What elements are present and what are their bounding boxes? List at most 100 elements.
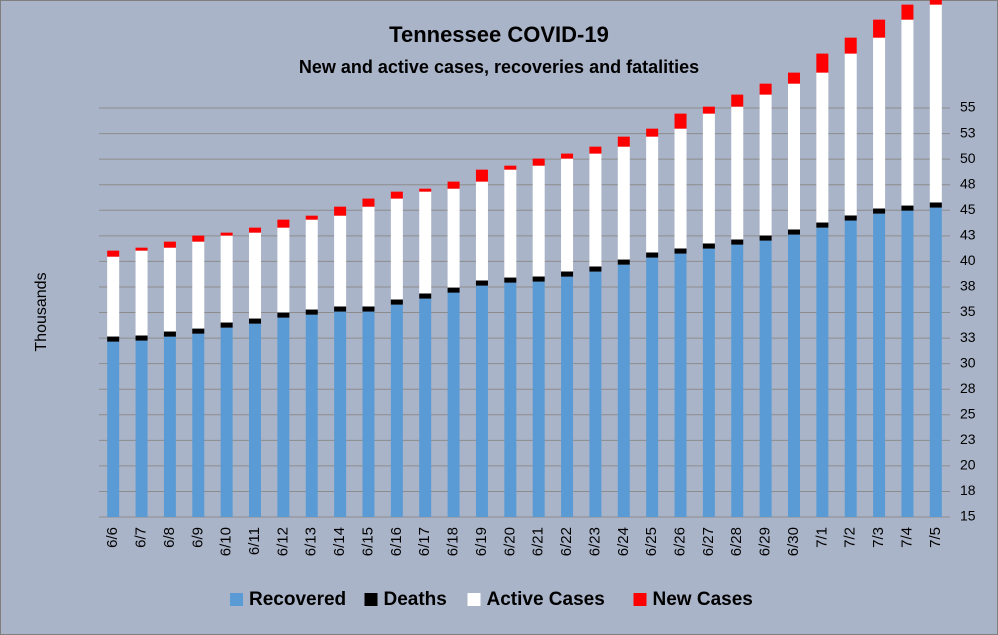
bar-segment [163, 247, 176, 332]
x-tick-label: 6/27 [700, 527, 717, 556]
bar-segment [589, 266, 602, 272]
bar-segment [759, 94, 772, 236]
y-tick-label: 43 [960, 227, 976, 243]
y-tick-label: 18 [960, 482, 976, 498]
bar-segment [475, 285, 488, 517]
bar-segment [674, 113, 687, 129]
legend-swatch [633, 593, 647, 606]
bar-segment [390, 304, 403, 517]
x-tick-label: 7/4 [898, 527, 915, 548]
bar-segment [759, 83, 772, 95]
y-tick-label: 33 [960, 329, 976, 345]
x-tick-label: 6/23 [586, 527, 603, 556]
bar-segment [163, 331, 176, 337]
x-tick-label: 6/14 [331, 527, 348, 556]
bar-segment [192, 235, 205, 242]
bar-segment [816, 72, 829, 223]
bar-segment [277, 219, 290, 228]
x-tick-label: 6/18 [445, 527, 462, 556]
bar-segment [929, 4, 942, 203]
bar-segment [844, 53, 857, 216]
bar-segment [873, 213, 886, 517]
bar-segment [702, 243, 715, 249]
bar-segment [873, 19, 886, 38]
bar-segment [305, 215, 318, 220]
x-tick-label: 6/29 [757, 527, 774, 556]
y-tick-label: 30 [960, 354, 976, 370]
bar-segment [220, 235, 233, 323]
bar-segment [107, 341, 120, 517]
bar-segment [901, 205, 914, 211]
bar-segment [759, 235, 772, 241]
bar-segment [135, 247, 148, 251]
bar-segment [674, 248, 687, 254]
x-tick-label: 6/28 [728, 527, 745, 556]
bar-segment [929, 202, 942, 208]
bar-segment [334, 215, 347, 307]
bar-segment [617, 146, 630, 260]
bar-segment [844, 37, 857, 54]
bar-segment [107, 256, 120, 337]
bar-segment [504, 277, 517, 283]
x-tick-label: 7/1 [813, 527, 830, 548]
bar-segment [646, 128, 659, 137]
bar-segment [532, 158, 545, 166]
bar-segment [362, 311, 375, 517]
bar-segment [419, 191, 432, 294]
x-tick-label: 6/21 [530, 527, 547, 556]
x-tick-label: 6/16 [388, 527, 405, 556]
legend-label: Deaths [384, 589, 447, 610]
bar-segment [702, 106, 715, 114]
bar-segment [816, 222, 829, 228]
y-tick-label: 20 [960, 457, 976, 473]
bar-segment [362, 306, 375, 312]
bar-segment [504, 282, 517, 517]
x-tick-label: 6/13 [303, 527, 320, 556]
bar-segment [277, 317, 290, 517]
bar-segment [731, 239, 744, 245]
legend-swatch [467, 593, 481, 606]
bar-segment [334, 311, 347, 517]
x-tick-label: 6/11 [246, 527, 263, 555]
bar-segment [901, 210, 914, 517]
bar-segment [475, 280, 488, 286]
bar-segment [305, 309, 318, 315]
x-tick-label: 6/22 [558, 527, 575, 556]
y-tick-label: 28 [960, 380, 976, 396]
bar-segment [135, 250, 148, 336]
x-tick-label: 6/25 [643, 527, 660, 556]
x-tick-label: 6/15 [359, 527, 376, 556]
bar-segment [844, 215, 857, 221]
bar-segment [277, 312, 290, 318]
bar-segment [390, 198, 403, 300]
bar-segment [419, 188, 432, 192]
bar-segment [787, 72, 800, 84]
bar-segment [107, 336, 120, 342]
x-tick-label: 6/26 [671, 527, 688, 556]
bar-segment [674, 253, 687, 517]
bar-segment [362, 206, 375, 307]
bar-segment [731, 244, 744, 517]
bar-segment [419, 293, 432, 299]
bar-segment [787, 229, 800, 235]
y-tick-label: 53 [960, 124, 976, 140]
bar-segment [475, 181, 488, 281]
bar-segment [334, 306, 347, 312]
x-tick-label: 6/12 [274, 527, 291, 556]
legend-swatch [364, 593, 378, 606]
bar-segment [816, 227, 829, 517]
y-tick-label: 35 [960, 303, 976, 319]
bar-segment [561, 158, 574, 272]
bar-segment [135, 335, 148, 341]
bar-segment [334, 206, 347, 216]
y-tick-label: 38 [960, 278, 976, 294]
legend-label: Active Cases [487, 589, 605, 610]
bar-segment [646, 257, 659, 517]
bar-segment [731, 94, 744, 107]
x-tick-label: 6/9 [189, 527, 206, 548]
bar-segment [561, 271, 574, 277]
legend-label: Recovered [249, 589, 346, 610]
bar-segment [163, 241, 176, 248]
bar-segment [646, 252, 659, 258]
